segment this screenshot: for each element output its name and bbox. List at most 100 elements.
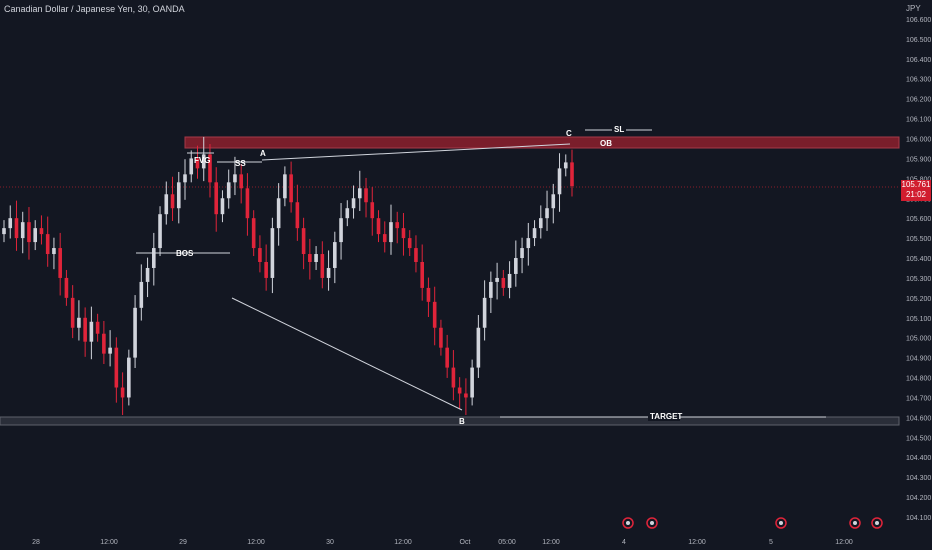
candle-body[interactable] (526, 238, 531, 249)
candles[interactable] (2, 136, 574, 416)
candle-body[interactable] (95, 321, 100, 334)
candle-body[interactable] (351, 198, 356, 209)
candle-body[interactable] (314, 254, 318, 263)
candle-body[interactable] (457, 387, 462, 394)
candle-body[interactable] (389, 222, 393, 243)
candle-body[interactable] (45, 234, 50, 255)
candle-body[interactable] (145, 267, 150, 282)
candle-body[interactable] (507, 273, 512, 288)
candle-body[interactable] (283, 174, 287, 199)
candle-body[interactable] (482, 297, 487, 328)
candle-body[interactable] (189, 158, 194, 175)
candle-body[interactable] (14, 218, 19, 239)
candle-body[interactable] (214, 182, 219, 215)
candle-body[interactable] (538, 218, 543, 229)
candle-body[interactable] (557, 168, 562, 195)
candle-body[interactable] (83, 317, 87, 342)
candle-body[interactable] (27, 222, 31, 243)
candle-body[interactable] (382, 234, 387, 243)
candle-body[interactable] (52, 248, 56, 255)
candle-body[interactable] (439, 327, 443, 348)
candle-body[interactable] (501, 277, 506, 288)
candle-body[interactable] (39, 228, 44, 235)
candle-body[interactable] (70, 297, 75, 328)
candle-body[interactable] (326, 267, 331, 278)
candle-body[interactable] (432, 301, 437, 328)
candle-body[interactable] (407, 238, 412, 249)
candle-body[interactable] (152, 248, 156, 268)
candle-body[interactable] (139, 281, 144, 308)
candle-body[interactable] (476, 327, 481, 368)
time-axis[interactable]: 28 12:00 29 12:00 30 12:00 Oct 05:00 12:00 4 12:00… (32, 539, 853, 546)
candle-body[interactable] (514, 258, 518, 274)
candle-body[interactable] (245, 188, 250, 219)
candle-body[interactable] (364, 188, 368, 203)
candle-body[interactable] (520, 248, 524, 259)
candle-body[interactable] (33, 228, 38, 243)
candle-body[interactable] (108, 347, 112, 354)
candle-body[interactable] (251, 218, 256, 249)
price-axis[interactable]: 104.100 104.200 104.300 104.400 104.500 104.6… (906, 17, 931, 522)
candle-body[interactable] (220, 198, 225, 215)
candle-body[interactable] (395, 222, 400, 229)
candle-body[interactable] (308, 254, 312, 263)
candle-body[interactable] (2, 228, 6, 235)
event-markers[interactable] (622, 517, 883, 529)
candle-body[interactable] (233, 174, 237, 183)
candle-body[interactable] (114, 347, 119, 388)
candle-body[interactable] (414, 248, 418, 263)
candle-body[interactable] (120, 387, 125, 398)
candle-body[interactable] (295, 202, 300, 229)
candle-body[interactable] (58, 248, 62, 278)
candle-body[interactable] (89, 321, 94, 342)
candle-body[interactable] (8, 218, 13, 229)
candle-body[interactable] (102, 333, 106, 354)
sl-label: SL (614, 125, 624, 134)
candle-body[interactable] (333, 242, 337, 268)
candle-body[interactable] (270, 228, 275, 278)
candle-body[interactable] (376, 218, 381, 235)
candle-body[interactable] (20, 222, 25, 239)
candle-body[interactable] (170, 194, 175, 209)
candle-body[interactable] (545, 208, 549, 219)
candle-body[interactable] (276, 198, 281, 229)
candle-body[interactable] (426, 287, 431, 302)
candle-body[interactable] (451, 367, 456, 388)
candle-body[interactable] (164, 194, 169, 215)
candle-body[interactable] (239, 174, 243, 189)
candle-body[interactable] (401, 228, 406, 239)
candle-body[interactable] (489, 281, 493, 298)
point-b-label: B (459, 417, 465, 426)
candle-body[interactable] (339, 218, 343, 243)
candle-body[interactable] (532, 228, 537, 239)
candle-body[interactable] (264, 262, 268, 278)
candle-body[interactable] (133, 307, 137, 358)
candle-body[interactable] (226, 182, 231, 199)
candle-body[interactable] (420, 262, 424, 288)
candle-body[interactable] (158, 214, 162, 249)
candle-body[interactable] (464, 393, 468, 398)
candle-body[interactable] (289, 174, 293, 203)
candle-body[interactable] (320, 254, 325, 278)
candle-body[interactable] (345, 208, 350, 219)
candle-body[interactable] (495, 277, 499, 282)
candle-body[interactable] (208, 154, 212, 183)
candle-body[interactable] (570, 162, 574, 187)
candle-body[interactable] (357, 188, 362, 199)
candle-body[interactable] (77, 317, 81, 328)
candle-body[interactable] (370, 202, 375, 219)
candle-body[interactable] (64, 277, 69, 298)
candle-body[interactable] (183, 174, 187, 183)
candle-body[interactable] (195, 158, 200, 169)
candle-body[interactable] (301, 228, 306, 255)
candle-body[interactable] (176, 182, 181, 209)
candle-body[interactable] (551, 194, 556, 209)
candle-body[interactable] (201, 154, 206, 169)
candle-body[interactable] (563, 162, 568, 169)
candle-body[interactable] (127, 357, 131, 398)
y-tick-label: 106.100 (906, 117, 931, 124)
candle-body[interactable] (470, 367, 474, 398)
candle-body[interactable] (445, 347, 449, 368)
candle-body[interactable] (258, 248, 262, 263)
